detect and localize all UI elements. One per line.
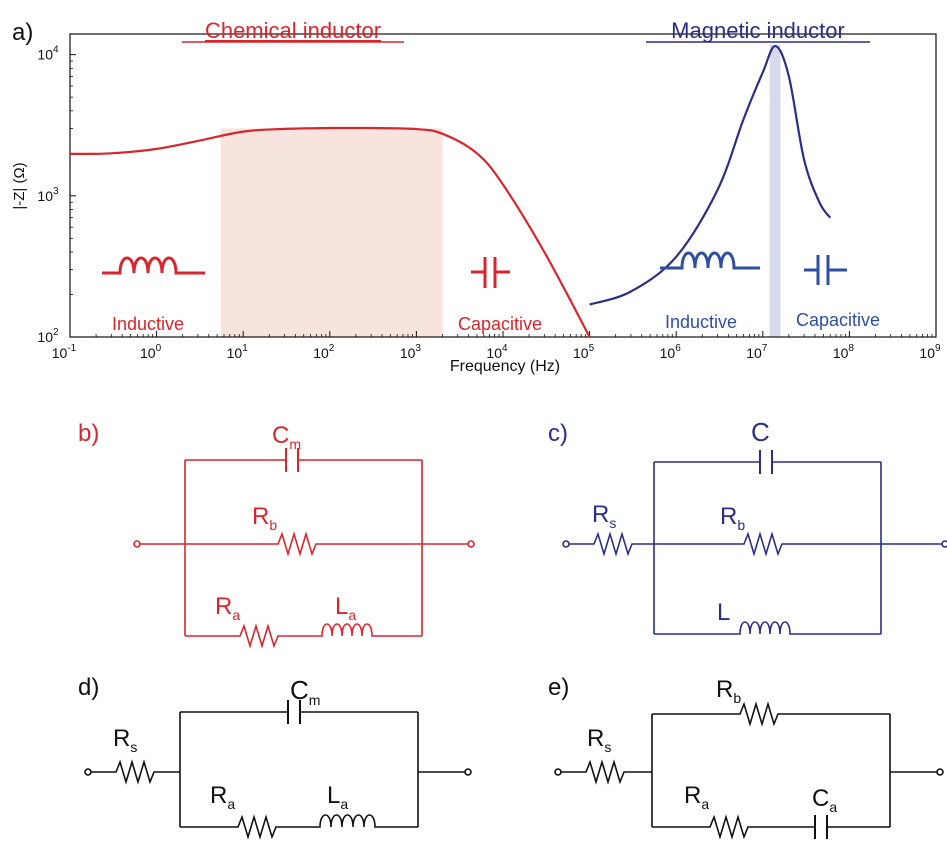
circuit-e — [554, 701, 944, 840]
circuit-d-labels: Cm Rs Ra La — [113, 675, 348, 812]
circuit-c — [562, 450, 947, 635]
x-tick-label: 106 — [660, 343, 682, 361]
magnetic-inductor-curve — [589, 45, 832, 306]
circuit-c-labels: C Rs Rb L — [592, 417, 770, 626]
label-Ra: R — [215, 593, 232, 620]
label-Rs: R — [587, 725, 604, 752]
label-Rs: R — [592, 501, 609, 528]
circuit-d — [84, 700, 472, 840]
chem-capacitor-icon — [471, 257, 510, 288]
chemical-inductor-curve — [69, 126, 591, 338]
x-axis-label: Frequency (Hz) — [450, 358, 560, 375]
x-tick-label: 108 — [833, 343, 855, 361]
svg-text:La: La — [335, 593, 356, 623]
y-tick-label: 104 — [37, 45, 59, 63]
label-L: L — [717, 599, 730, 626]
mag-inductor-coil-icon — [660, 251, 760, 270]
svg-text:Ra: Ra — [684, 782, 709, 812]
label-Cm: C — [290, 675, 309, 705]
magnetic-resonance-band — [769, 44, 781, 337]
svg-text:La: La — [327, 782, 348, 812]
svg-text:Cm: Cm — [290, 675, 320, 708]
label-La: L — [327, 782, 340, 809]
svg-text:Rb: Rb — [720, 503, 745, 533]
y-axis-ticks: 102 103 104 — [37, 45, 76, 345]
y-axis-label: |-Z| (Ω) — [11, 162, 28, 209]
svg-text:Rs: Rs — [587, 725, 611, 755]
label-Ca: C — [812, 785, 829, 812]
impedance-plot: 10-1 100 101 102 103 104 105 106 107 108 109 10210… — [11, 18, 941, 375]
chemical-inductive-band — [220, 128, 443, 337]
svg-text:Rs: Rs — [113, 725, 137, 755]
label-Ra: R — [684, 782, 701, 809]
magnetic-inductor-title: Magnetic inductor — [671, 18, 845, 43]
svg-text:Ra: Ra — [215, 593, 240, 623]
x-tick-label: 104 — [486, 343, 508, 361]
svg-text:Rb: Rb — [716, 676, 741, 706]
y-tick-label: 103 — [37, 186, 59, 204]
x-tick-label: 100 — [140, 343, 162, 361]
x-tick-label: 109 — [919, 343, 941, 361]
panel-label-c: c) — [548, 420, 568, 447]
mag-inductive-label: Inductive — [665, 312, 737, 332]
svg-text:Ra: Ra — [210, 782, 235, 812]
label-Ra: R — [210, 782, 227, 809]
chem-inductor-coil-icon — [102, 256, 205, 275]
y-tick-label: 102 — [37, 327, 59, 345]
x-tick-label: 103 — [400, 343, 422, 361]
circuit-b — [133, 448, 475, 649]
label-Rb: R — [252, 503, 269, 530]
svg-text:Rs: Rs — [592, 501, 616, 531]
label-C: C — [751, 417, 770, 447]
circuit-e-labels: Rb Rs Ra Ca — [587, 676, 837, 815]
chem-inductive-label: Inductive — [112, 314, 184, 334]
x-axis-ticks: 10-1 100 101 102 103 104 105 106 107 108 109 — [52, 331, 941, 361]
panel-label-d: d) — [78, 674, 99, 701]
chem-capacitive-label: Capacitive — [458, 314, 542, 334]
panel-label-b: b) — [78, 420, 99, 447]
x-tick-label: 10-1 — [52, 343, 77, 361]
chemical-inductor-title: Chemical inductor — [205, 18, 381, 43]
label-Rs: R — [113, 725, 130, 752]
label-Rb: R — [720, 503, 737, 530]
mag-capacitor-icon — [804, 255, 847, 285]
x-tick-label: 107 — [746, 343, 768, 361]
x-tick-label: 101 — [227, 343, 249, 361]
panel-label-a: a) — [12, 19, 33, 46]
label-Rb: R — [716, 676, 733, 703]
x-tick-label: 102 — [313, 343, 335, 361]
svg-text:Rb: Rb — [252, 503, 277, 533]
x-tick-label: 105 — [573, 343, 595, 361]
svg-text:Cm: Cm — [272, 422, 301, 452]
circuit-b-labels: Cm Rb Ra La — [215, 422, 356, 623]
label-La: L — [335, 593, 348, 620]
panel-label-e: e) — [548, 674, 569, 701]
svg-text:Ca: Ca — [812, 785, 837, 815]
mag-capacitive-label: Capacitive — [796, 310, 880, 330]
label-Cm: C — [272, 422, 289, 449]
